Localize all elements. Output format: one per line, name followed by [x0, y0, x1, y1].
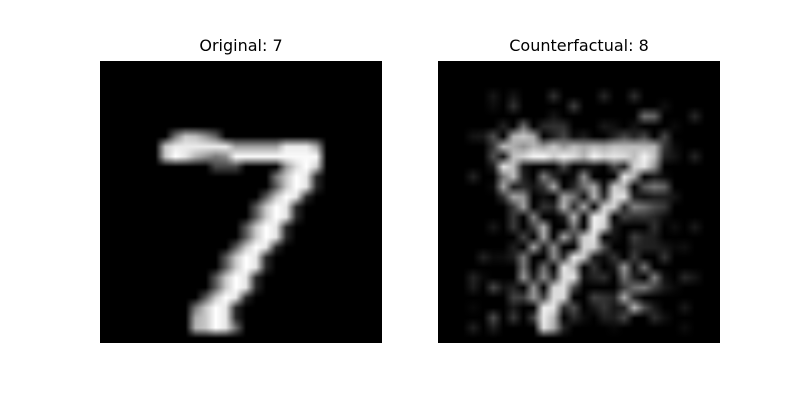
- counterfactual-digit-image: [438, 61, 720, 343]
- original-title: Original: 7: [199, 36, 283, 55]
- original-digit-image: [100, 61, 382, 343]
- counterfactual-title: Counterfactual: 8: [509, 36, 649, 55]
